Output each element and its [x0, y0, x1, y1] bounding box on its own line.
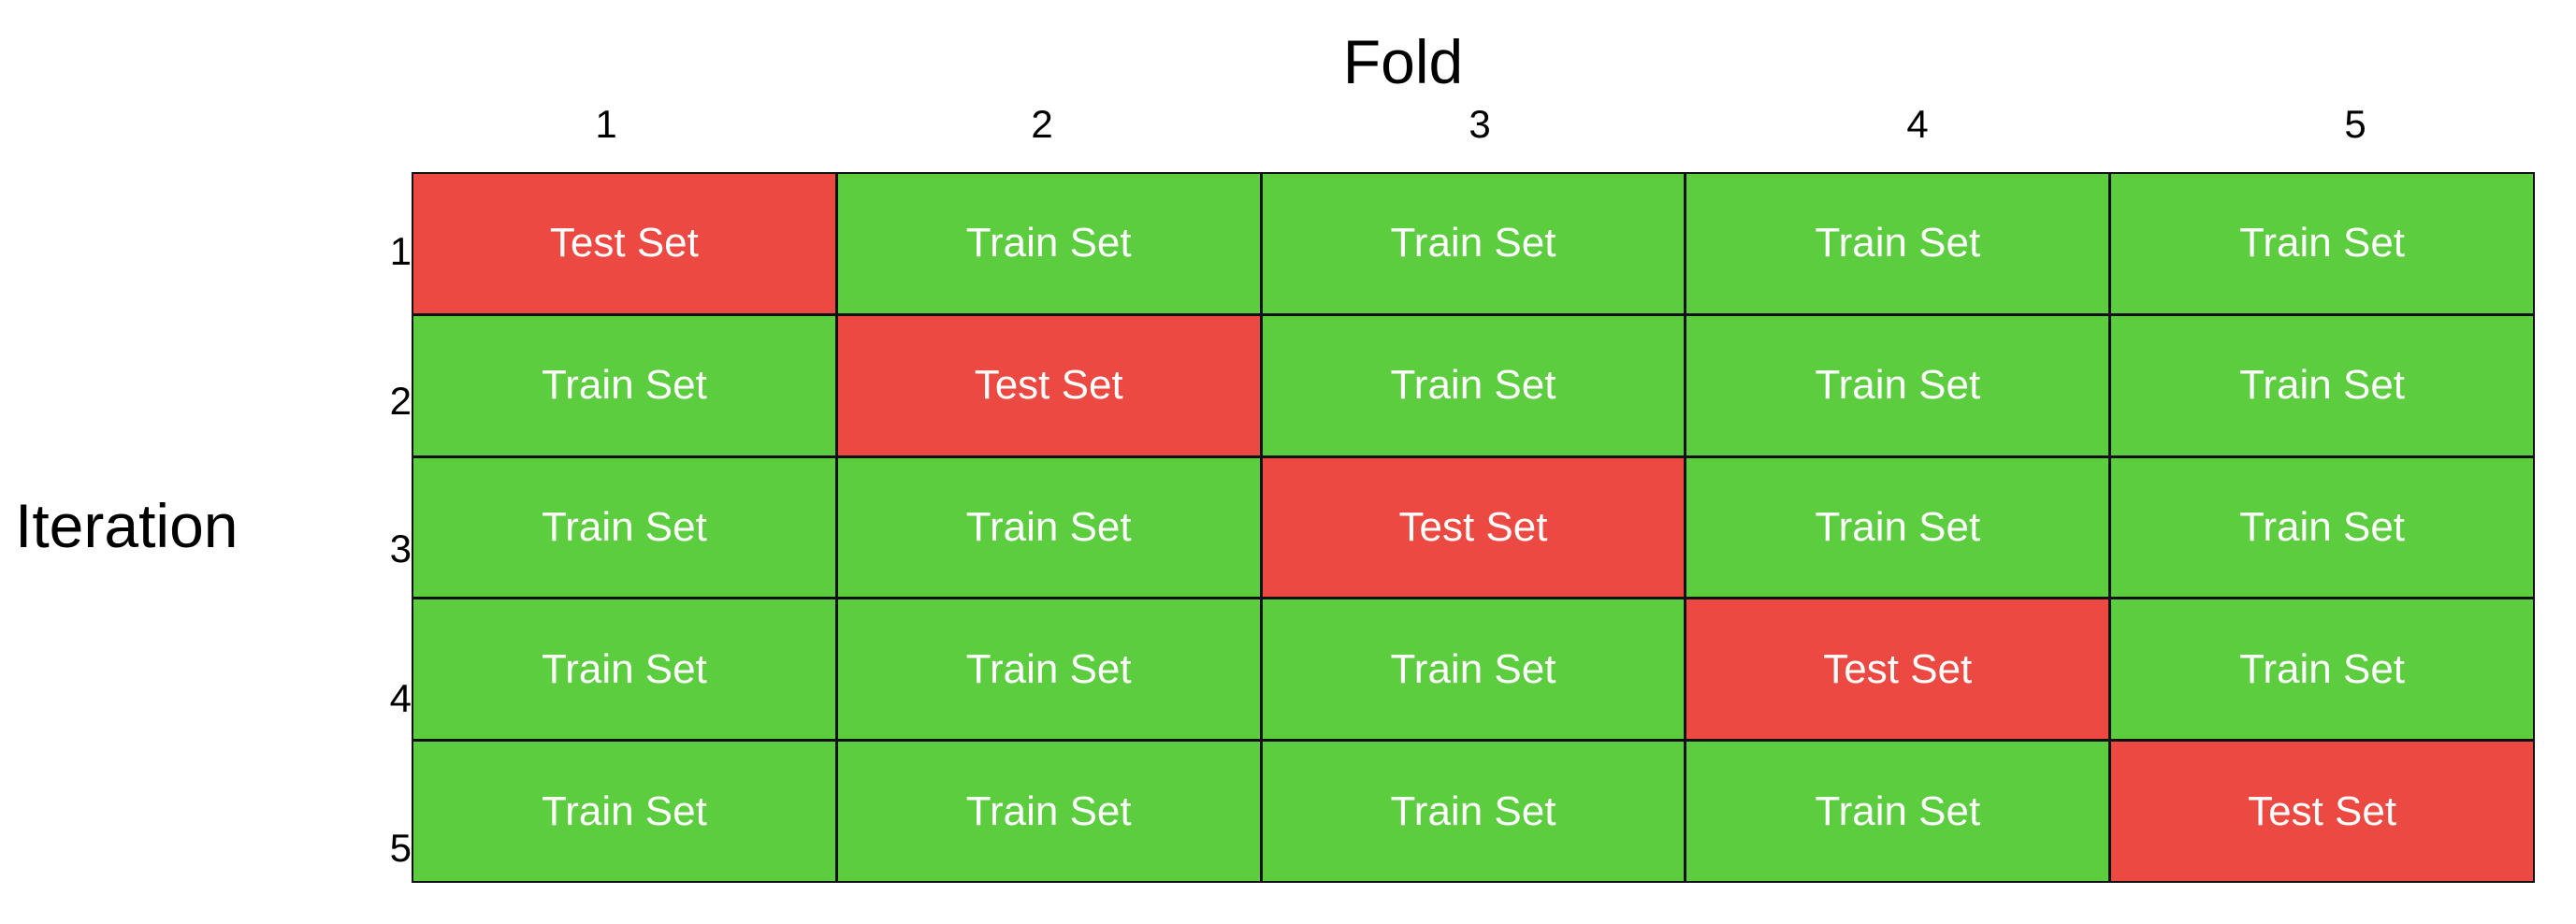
iteration-label-3: 3	[389, 527, 412, 570]
iteration-label-5: 5	[389, 826, 412, 870]
fold-label-5: 5	[2344, 102, 2366, 146]
train-set-cell-r1-c5: Train Set	[2111, 174, 2533, 313]
iteration-label-2: 2	[389, 379, 412, 423]
train-set-cell-r3-c1: Train Set	[413, 457, 835, 598]
train-set-cell-r1-c4: Train Set	[1686, 174, 2109, 313]
fold-label-2: 2	[1031, 102, 1053, 146]
test-set-cell-r3-c3: Test Set	[1262, 457, 1685, 598]
train-set-cell-r4-c5: Train Set	[2111, 599, 2533, 740]
test-set-cell-r1-c1: Test Set	[413, 174, 835, 313]
iteration-axis-title: Iteration	[15, 491, 239, 560]
train-set-cell-r5-c4: Train Set	[1686, 742, 2109, 881]
fold-label-3: 3	[1469, 102, 1491, 146]
train-set-cell-r5-c1: Train Set	[413, 742, 835, 881]
iteration-label-1: 1	[389, 229, 412, 273]
fold-label-1: 1	[595, 102, 617, 146]
train-set-cell-r5-c3: Train Set	[1262, 742, 1685, 881]
train-set-cell-r3-c5: Train Set	[2111, 457, 2533, 598]
train-set-cell-r2-c3: Train Set	[1262, 315, 1685, 455]
test-set-cell-r2-c2: Test Set	[837, 315, 1260, 455]
train-set-cell-r1-c2: Train Set	[837, 174, 1260, 313]
train-set-cell-r3-c2: Train Set	[837, 457, 1260, 598]
train-set-cell-r2-c4: Train Set	[1686, 315, 2109, 455]
test-set-cell-r5-c5: Test Set	[2111, 742, 2533, 881]
train-set-cell-r4-c2: Train Set	[837, 599, 1260, 740]
fold-axis-title: Fold	[1342, 27, 1464, 96]
train-set-cell-r5-c2: Train Set	[837, 742, 1260, 881]
train-set-cell-r4-c3: Train Set	[1262, 599, 1685, 740]
train-set-cell-r4-c1: Train Set	[413, 599, 835, 740]
train-set-cell-r1-c3: Train Set	[1262, 174, 1685, 313]
train-set-cell-r3-c4: Train Set	[1686, 457, 2109, 598]
cross-validation-grid: Test Set Train Set Train Set Train Set Train…	[412, 172, 2535, 883]
train-set-cell-r2-c5: Train Set	[2111, 315, 2533, 455]
test-set-cell-r4-c4: Test Set	[1686, 599, 2109, 740]
iteration-label-4: 4	[389, 676, 412, 720]
train-set-cell-r2-c1: Train Set	[413, 315, 835, 455]
fold-label-4: 4	[1906, 102, 1929, 146]
